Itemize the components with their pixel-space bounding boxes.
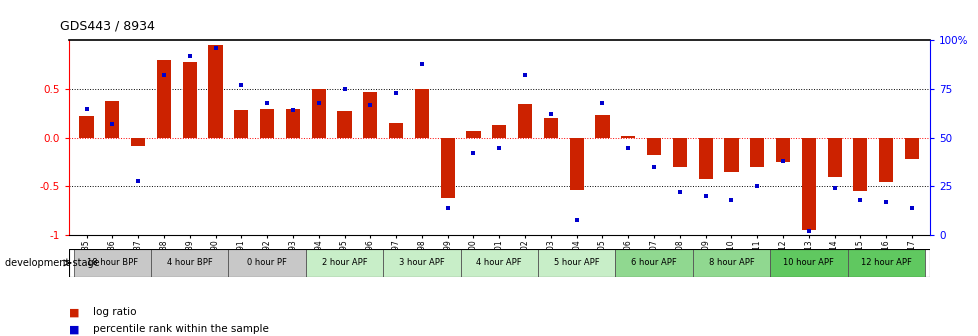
Bar (646, 138, 660, 155)
Text: 18 hour BPF: 18 hour BPF (87, 258, 138, 267)
Bar (79, 116, 94, 138)
Text: 2 hour APF: 2 hour APF (322, 258, 367, 267)
Bar (415, 89, 428, 138)
Bar (538, 249, 615, 277)
Bar (826, 138, 841, 177)
Text: 12 hour APF: 12 hour APF (860, 258, 911, 267)
Bar (311, 89, 326, 138)
Bar (847, 249, 924, 277)
Bar (749, 138, 764, 167)
Text: 8 hour APF: 8 hour APF (708, 258, 753, 267)
Bar (208, 45, 222, 138)
Text: 3 hour APF: 3 hour APF (399, 258, 444, 267)
Text: 4 hour BPF: 4 hour BPF (166, 258, 212, 267)
Bar (517, 104, 532, 138)
Bar (234, 111, 248, 138)
Bar (440, 138, 455, 198)
Text: log ratio: log ratio (93, 307, 136, 318)
Bar (388, 123, 403, 138)
Bar (904, 138, 918, 159)
Bar (286, 109, 299, 138)
Bar (770, 249, 847, 277)
Bar (672, 138, 687, 167)
Bar (492, 125, 506, 138)
Text: GDS443 / 8934: GDS443 / 8934 (60, 19, 155, 33)
Text: ■: ■ (68, 307, 79, 318)
Bar (466, 131, 480, 138)
Bar (543, 118, 557, 138)
Bar (698, 138, 712, 179)
Bar (106, 101, 119, 138)
Bar (776, 138, 789, 162)
Bar (363, 92, 378, 138)
Bar (305, 249, 382, 277)
Text: 0 hour PF: 0 hour PF (247, 258, 287, 267)
Text: development stage: development stage (5, 258, 100, 268)
Bar (801, 138, 815, 230)
Text: ■: ■ (68, 324, 79, 334)
Bar (183, 62, 197, 138)
Bar (73, 249, 151, 277)
Bar (595, 115, 609, 138)
Bar (337, 112, 351, 138)
Bar (228, 249, 305, 277)
Text: 5 hour APF: 5 hour APF (554, 258, 599, 267)
Text: percentile rank within the sample: percentile rank within the sample (93, 324, 269, 334)
Bar (620, 136, 635, 138)
Text: 6 hour APF: 6 hour APF (631, 258, 676, 267)
Text: 4 hour APF: 4 hour APF (476, 258, 521, 267)
Text: 10 hour APF: 10 hour APF (782, 258, 833, 267)
Bar (853, 138, 867, 192)
Bar (692, 249, 770, 277)
Bar (156, 60, 171, 138)
Bar (382, 249, 460, 277)
Bar (724, 138, 737, 172)
Bar (615, 249, 692, 277)
Bar (569, 138, 583, 191)
Bar (878, 138, 892, 182)
Bar (131, 138, 145, 145)
Bar (260, 109, 274, 138)
Bar (460, 249, 538, 277)
Bar (151, 249, 228, 277)
